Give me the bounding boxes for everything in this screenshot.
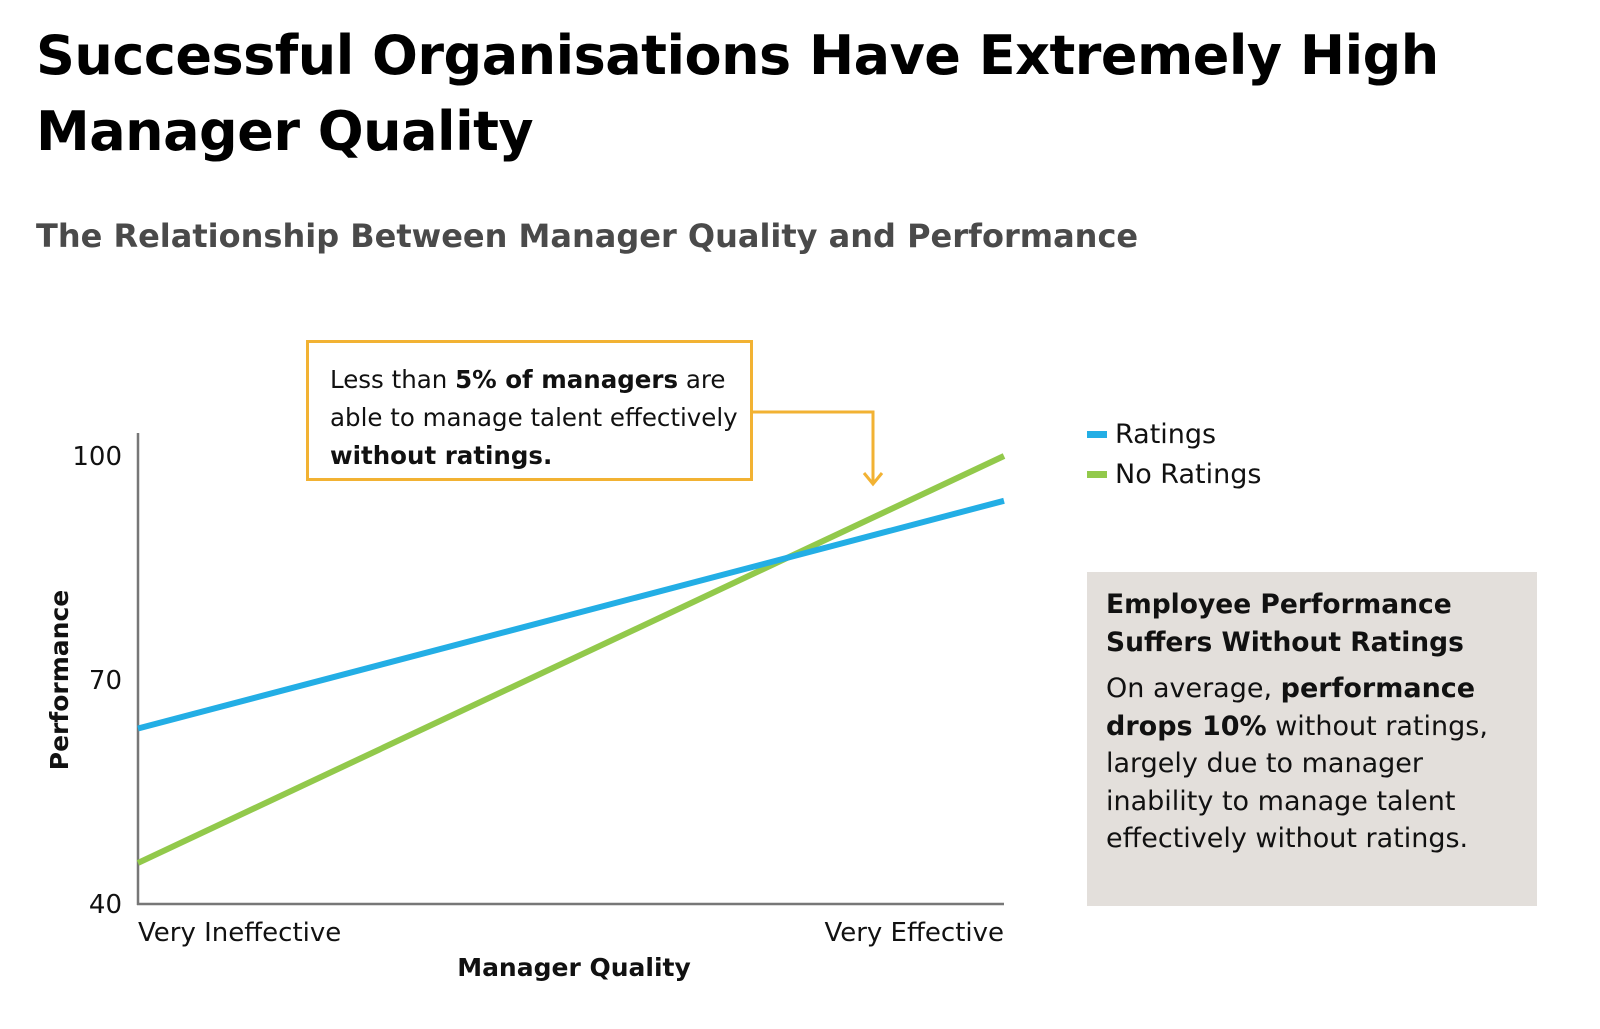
info-box: Employee Performance Suffers Without Rat… [1087,572,1537,906]
x-axis-title: Manager Quality [457,953,691,982]
legend-item-ratings: Ratings [1087,414,1261,454]
callout-text-3: are able to manage talent effectively [330,365,738,432]
legend-item-no-ratings: No Ratings [1087,454,1261,494]
legend-swatch-ratings [1087,430,1107,438]
series-line-no-ratings [136,453,1006,866]
info-body: On average, performance drops 10% withou… [1106,670,1525,858]
y-tick-label: 100 [72,442,122,472]
callout-text-4: without ratings. [330,441,553,470]
callout-box: Less than 5% of managers are able to man… [306,340,753,481]
legend-label-ratings: Ratings [1115,418,1217,450]
callout-connector-arrow [753,410,875,482]
x-tick-label-start: Very Ineffective [138,918,341,948]
info-body-3: without ratings, largely due to manager … [1106,710,1488,855]
chart-subtitle: The Relationship Between Manager Quality… [36,217,1139,255]
y-axis-title: Performance [45,590,74,770]
chart-legend: Ratings No Ratings [1087,414,1261,494]
series-line-ratings [137,497,1005,732]
legend-label-no-ratings: No Ratings [1115,458,1262,490]
info-heading: Employee Performance Suffers Without Rat… [1106,589,1464,658]
callout-text-1: Less than [330,365,456,394]
y-tick-label: 40 [89,890,122,920]
page-title: Successful Organisations Have Extremely … [36,24,1439,163]
info-body-1: On average, [1106,673,1281,704]
y-tick-label: 70 [89,666,122,696]
callout-text-2: 5% of managers [455,365,679,394]
info-body-2: performance drops 10% [1106,673,1476,742]
x-tick-label-end: Very Effective [824,918,1004,948]
legend-swatch-no-ratings [1087,470,1107,478]
callout-arrowhead [862,472,884,487]
